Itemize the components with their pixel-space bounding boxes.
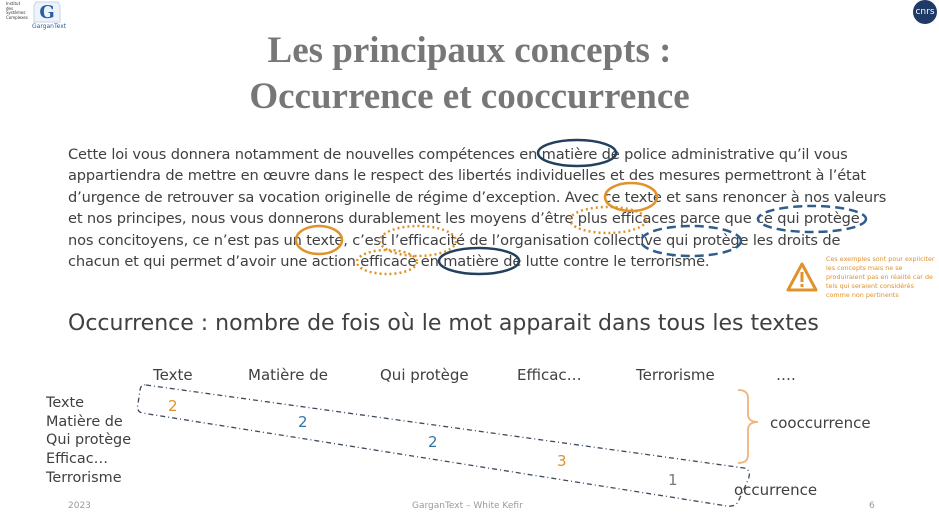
matrix-cell-qui-protege: 2 (428, 433, 438, 451)
paragraph-line: nos concitoyens, ce n’est pas un texte, … (68, 231, 841, 249)
paragraph-line: Cette loi vous donnera notamment de nouv… (68, 146, 848, 163)
occurrence-heading: Occurrence : nombre de fois où le mot ap… (68, 311, 819, 336)
slide-title: Les principaux concepts : Occurrence et … (0, 28, 939, 120)
gargantext-logo: Institut des Systèmes Complexes G Gargan… (4, 0, 68, 30)
row-header-terrorisme: Terrorisme (46, 470, 122, 486)
example-paragraph: Cette loi vous donnera notamment de nouv… (68, 144, 887, 272)
cooccurrence-brace (737, 389, 759, 464)
svg-text:G: G (39, 2, 54, 23)
row-header-matiere: Matière de (46, 414, 123, 430)
row-header-efficac: Efficac… (46, 451, 109, 467)
institute-text: Institut des Systèmes Complexes (6, 1, 28, 20)
col-header-terrorisme: Terrorisme (636, 366, 715, 384)
col-header-matiere: Matière de (248, 366, 328, 384)
row-header-qui-protege: Qui protège (46, 432, 132, 448)
note-text: Ces exemples sont pour expliciter les co… (826, 255, 935, 299)
logo-text: GarganText (32, 23, 67, 30)
warning-icon (786, 262, 818, 292)
col-header-efficac: Efficac… (517, 366, 582, 384)
col-header-texte: Texte (153, 366, 193, 384)
footer-center: GarganText – White Kefir (412, 501, 523, 511)
matrix-cell-matiere: 2 (298, 413, 308, 431)
matrix-cell-efficac: 3 (557, 452, 567, 470)
footer-page-number: 6 (869, 501, 875, 511)
matrix-cell-texte: 2 (168, 397, 178, 415)
cnrs-logo: cnrs (913, 0, 937, 24)
paragraph-line: chacun et qui permet d’avoir une action … (68, 253, 710, 271)
cooccurrence-label: cooccurrence (770, 414, 871, 432)
matrix-cell-terrorisme: 1 (668, 471, 678, 489)
col-header-qui-protege: Qui protège (380, 366, 469, 384)
diagonal-band (136, 384, 750, 507)
occurrence-label: occurrence (734, 481, 818, 499)
paragraph-line: d’urgence de retrouver sa vocation origi… (68, 188, 887, 206)
title-line-1: Les principaux concepts : (267, 30, 672, 71)
footer-year: 2023 (68, 501, 91, 511)
col-header-ellipsis: …. (776, 366, 796, 384)
title-line-2: Occurrence et cooccurrence (249, 76, 690, 117)
paragraph-line: appartiendra de mettre en œuvre dans le … (68, 167, 866, 185)
paragraph-line: et nos principes, nous vous donnerons du… (68, 210, 860, 228)
row-header-texte: Texte (46, 395, 84, 411)
gargantext-g-icon: G (33, 1, 61, 23)
